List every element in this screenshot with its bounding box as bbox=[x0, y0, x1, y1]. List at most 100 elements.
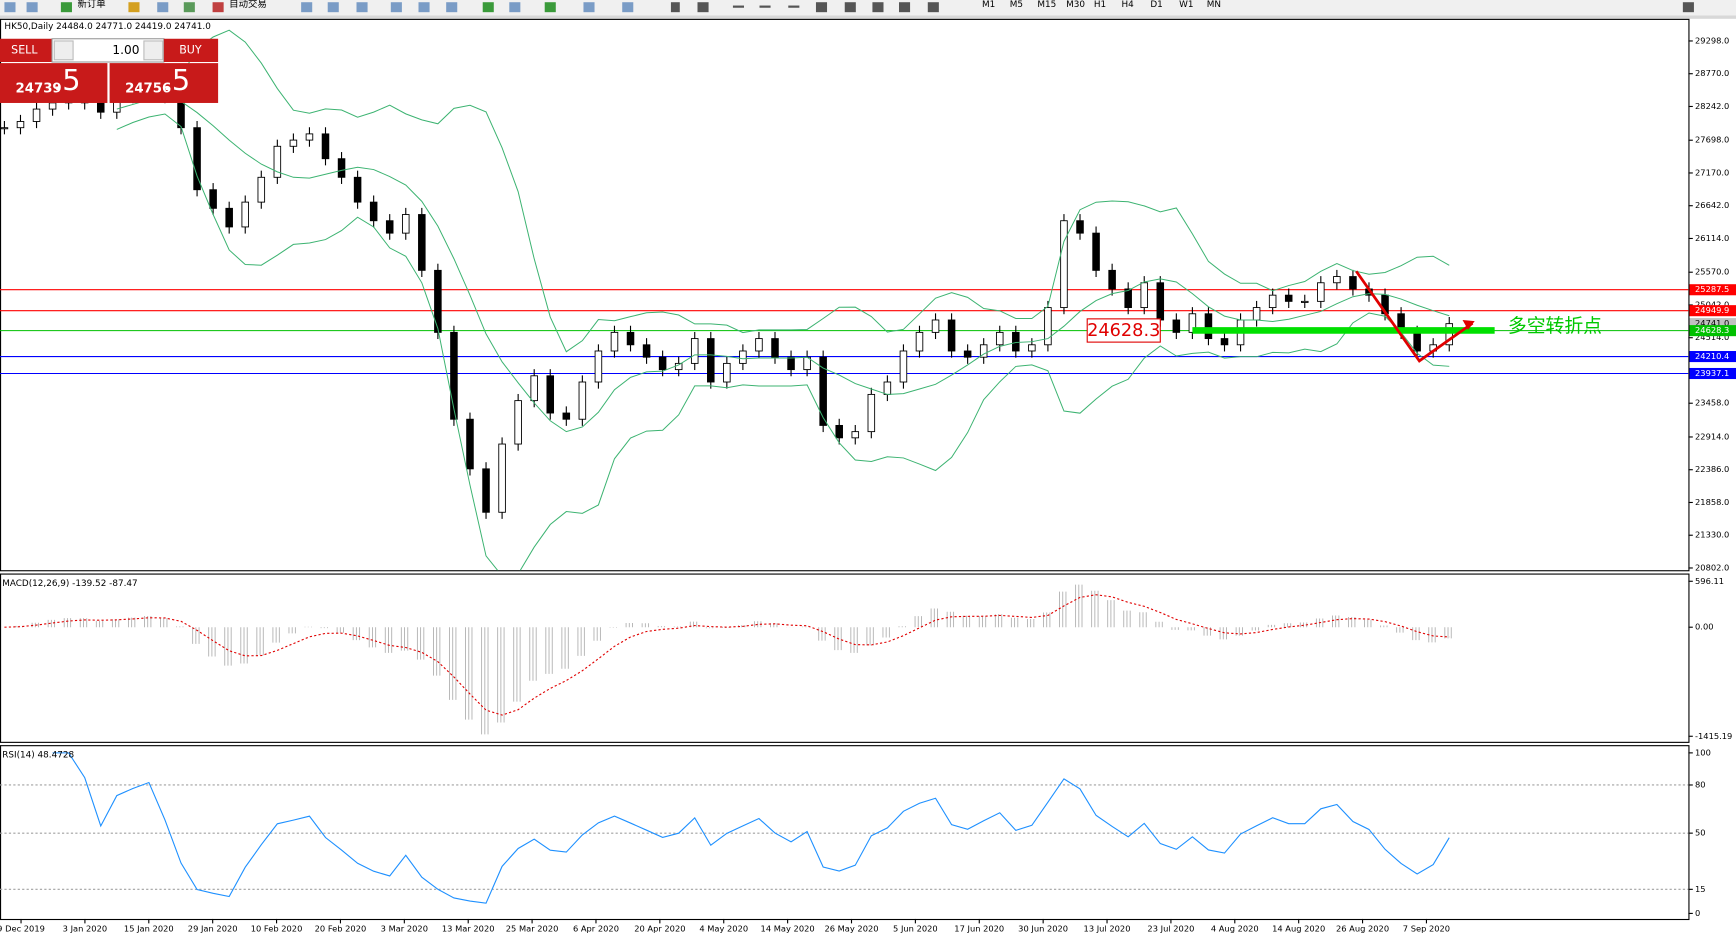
candle-body bbox=[96, 102, 105, 113]
candle-body bbox=[931, 319, 940, 333]
rsi-label: RSI(14) 48.4728 bbox=[2, 751, 74, 761]
date-label: 4 Aug 2020 bbox=[1211, 923, 1259, 933]
candle-body bbox=[626, 331, 635, 346]
candle-body bbox=[1172, 319, 1181, 333]
hline-price-label: 24628.3 bbox=[1695, 325, 1729, 335]
timeframe[interactable]: W1 bbox=[1179, 0, 1193, 10]
candle-body bbox=[32, 108, 41, 122]
rsi-tick-label: 100 bbox=[1695, 747, 1711, 757]
sell-text: SELL bbox=[11, 43, 38, 56]
axes: 29298.0 28770.0 28242.0 27698.0 27170.0 26642… bbox=[0, 35, 1736, 933]
lot-increase[interactable] bbox=[143, 40, 164, 61]
candle-body bbox=[546, 375, 555, 414]
candle-body bbox=[434, 269, 442, 333]
candle-body bbox=[257, 176, 266, 203]
price-tick-label: 28242.0 bbox=[1695, 101, 1729, 111]
candle-body bbox=[241, 201, 249, 228]
candle-body bbox=[369, 201, 378, 222]
candle-body bbox=[514, 400, 522, 445]
candle-body bbox=[1252, 307, 1261, 321]
date-label: 13 Mar 2020 bbox=[442, 923, 495, 933]
timeframe[interactable]: H4 bbox=[1122, 0, 1135, 10]
candle-body bbox=[1044, 307, 1052, 346]
price-tick-label: 22914.0 bbox=[1695, 431, 1729, 441]
bid-box[interactable] bbox=[0, 63, 108, 103]
timeframe[interactable]: M30 bbox=[1066, 0, 1085, 10]
price-label: 24628.3 bbox=[1087, 321, 1160, 341]
timeframe[interactable]: M15 bbox=[1037, 0, 1056, 10]
bollinger-band bbox=[116, 29, 1450, 353]
macd-tick-label: 596.11 bbox=[1695, 576, 1724, 586]
candle-body bbox=[883, 381, 892, 395]
buy-button[interactable] bbox=[163, 38, 219, 63]
sell-button[interactable] bbox=[0, 38, 53, 63]
timeframe[interactable]: H1 bbox=[1094, 0, 1106, 10]
lot-decrease[interactable] bbox=[53, 40, 74, 61]
ask-box[interactable] bbox=[109, 63, 219, 103]
candle-body bbox=[1220, 338, 1229, 346]
candle-body bbox=[1445, 323, 1454, 346]
hline-price-box bbox=[1689, 367, 1736, 380]
date-label: 14 Aug 2020 bbox=[1272, 923, 1325, 933]
candle-body bbox=[1301, 300, 1309, 303]
date-label: 5 Jun 2020 bbox=[893, 923, 938, 933]
price-tick-label: 25042.0 bbox=[1695, 299, 1729, 309]
date-label: 9 Dec 2019 bbox=[0, 923, 45, 933]
date-label: 26 May 2020 bbox=[824, 923, 878, 933]
price-chart bbox=[0, 29, 1689, 571]
date-label: 25 Mar 2020 bbox=[506, 923, 559, 933]
candle-body bbox=[947, 319, 956, 352]
candle-body bbox=[578, 381, 587, 420]
timeframe[interactable]: D1 bbox=[1150, 0, 1162, 10]
price-tick-label: 24514.0 bbox=[1695, 332, 1729, 342]
candle-body bbox=[658, 356, 667, 371]
candle-body bbox=[1012, 331, 1020, 352]
candle-body bbox=[1028, 344, 1036, 352]
rsi-tick-label: 15 bbox=[1695, 884, 1706, 894]
date-label: 4 May 2020 bbox=[699, 923, 748, 933]
candle-body bbox=[1317, 282, 1325, 302]
candle-body bbox=[1156, 282, 1165, 321]
candle-body bbox=[1060, 220, 1068, 309]
macd-chart bbox=[4, 584, 1452, 735]
symbol-info: HK50,Daily 24484.0 24771.0 24419.0 24741… bbox=[4, 22, 211, 32]
lot-text: 1.00 bbox=[112, 43, 139, 57]
price-tick-label: 27698.0 bbox=[1695, 135, 1729, 145]
date-label: 7 Sep 2020 bbox=[1403, 923, 1450, 933]
candle-body bbox=[193, 127, 201, 191]
price-tick-label: 29298.0 bbox=[1695, 35, 1729, 45]
date-label: 6 Apr 2020 bbox=[573, 923, 619, 933]
candle-body bbox=[337, 158, 346, 178]
hline-price-label: 25287.5 bbox=[1695, 284, 1729, 294]
hline-price-label: 24949.9 bbox=[1695, 305, 1729, 315]
timeframe[interactable]: MN bbox=[1207, 0, 1221, 10]
rsi-tick-label: 0 bbox=[1695, 908, 1700, 918]
candle-body bbox=[1204, 313, 1213, 340]
candle-body bbox=[530, 375, 538, 402]
price-tick-label: 21858.0 bbox=[1695, 497, 1729, 507]
timeframe[interactable]: M1 bbox=[982, 0, 995, 10]
date-label: 26 Aug 2020 bbox=[1336, 923, 1389, 933]
candle-body bbox=[450, 331, 458, 420]
date-label: 3 Mar 2020 bbox=[381, 923, 428, 933]
price-tick-label: 20802.0 bbox=[1695, 562, 1729, 572]
hline-price-box bbox=[1689, 325, 1736, 337]
new-order-button[interactable]: 新订单 bbox=[78, 0, 106, 10]
candle-body bbox=[289, 139, 298, 147]
candle-body bbox=[690, 338, 699, 364]
bid-frac: .5 bbox=[53, 63, 80, 97]
date-label: 15 Jan 2020 bbox=[124, 923, 174, 933]
price-tick-label: 25570.0 bbox=[1695, 267, 1729, 277]
ask-main: 24756 bbox=[125, 82, 171, 97]
rsi-line bbox=[52, 752, 1450, 904]
candle-body bbox=[1284, 294, 1293, 302]
candle-body bbox=[1268, 294, 1277, 309]
hline-price-box bbox=[1689, 284, 1736, 296]
candle-body bbox=[1140, 282, 1148, 309]
rsi-chart bbox=[0, 752, 1689, 904]
auto-trading-button[interactable]: 自动交易 bbox=[229, 0, 267, 10]
timeframe[interactable]: M5 bbox=[1010, 0, 1023, 10]
candle-body bbox=[321, 133, 330, 160]
toolbar bbox=[0, 0, 1736, 16]
